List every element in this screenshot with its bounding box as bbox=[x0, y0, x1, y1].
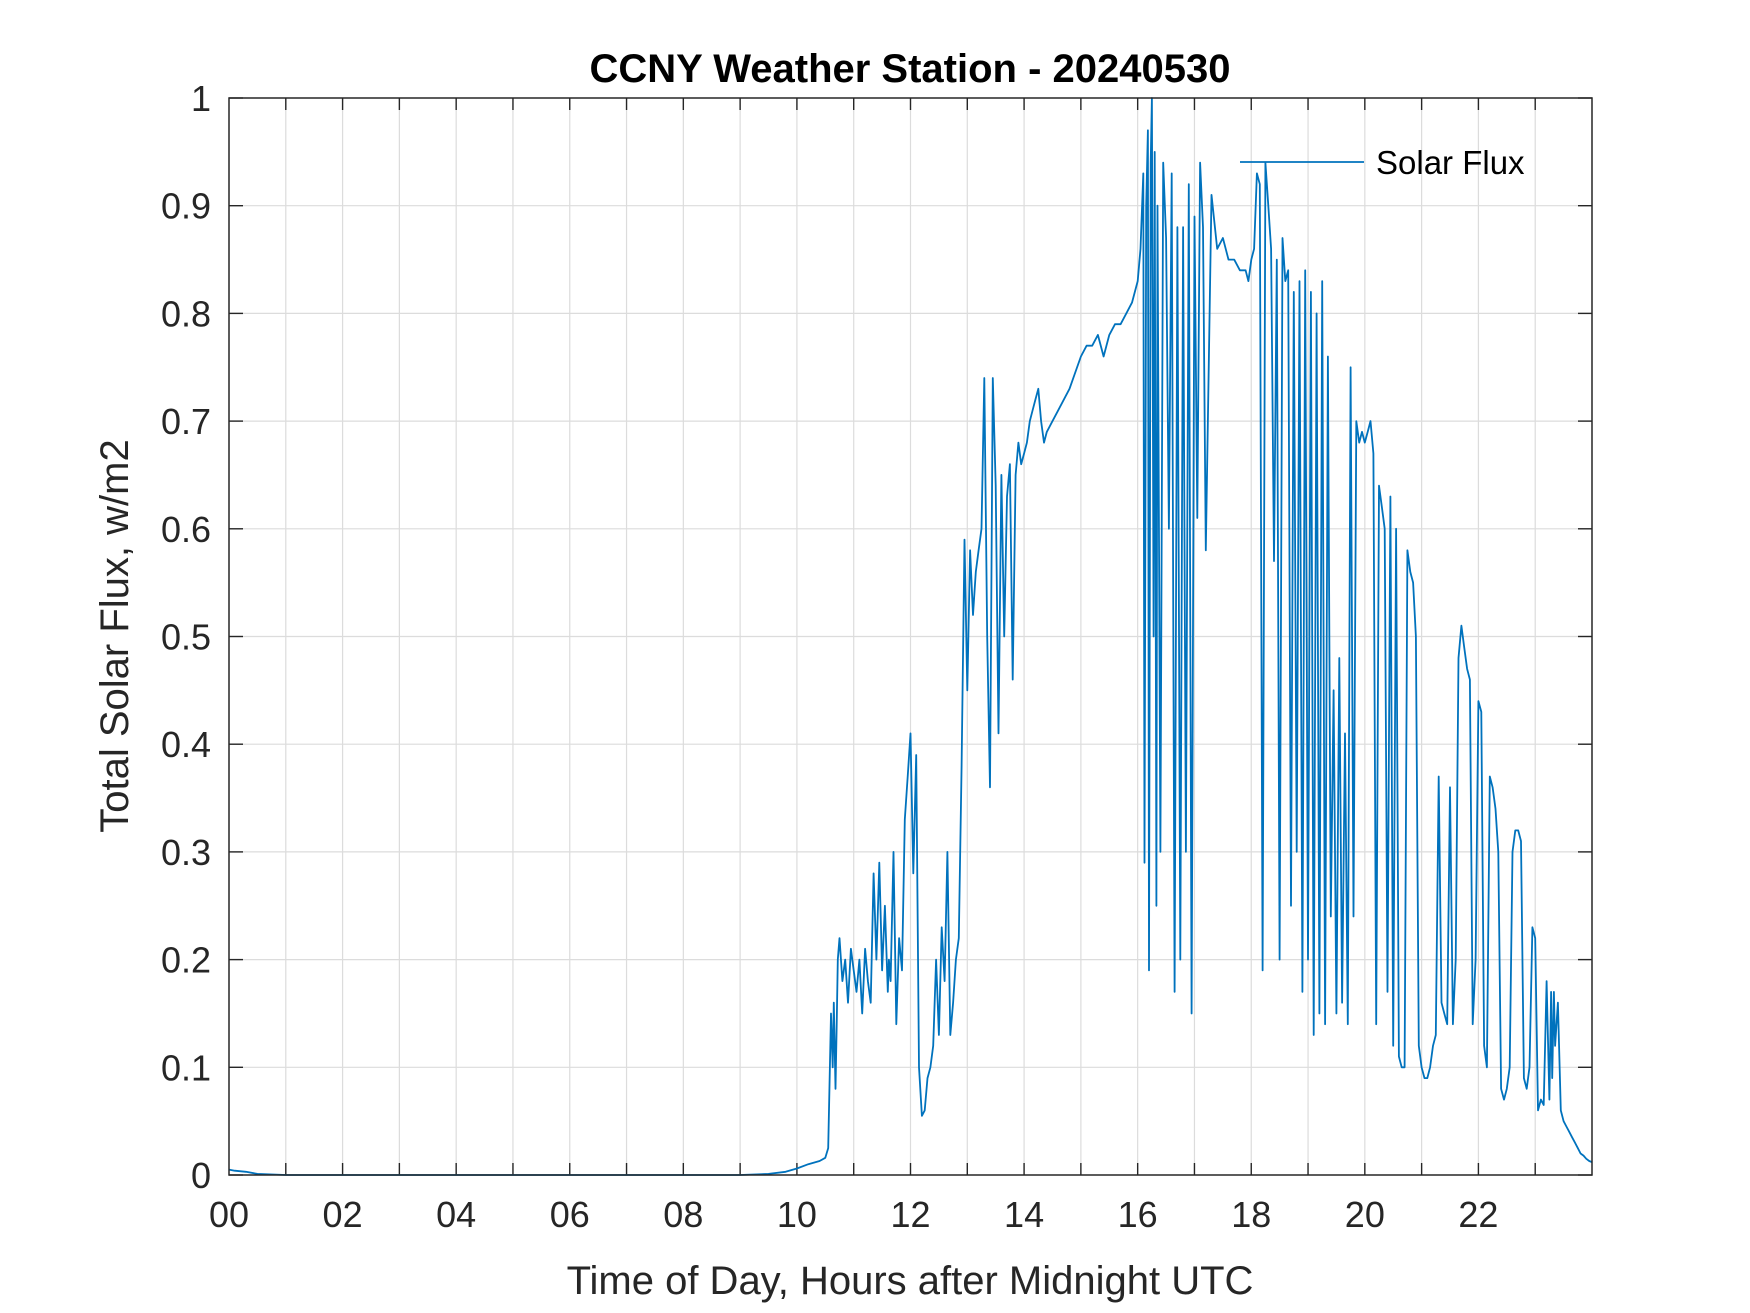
y-tick-label: 0.4 bbox=[161, 724, 211, 765]
x-tick-label: 12 bbox=[890, 1194, 930, 1235]
grid bbox=[229, 98, 1592, 1175]
y-tick-label: 0.8 bbox=[161, 293, 211, 334]
x-tick-label: 06 bbox=[550, 1194, 590, 1235]
x-tick-label: 22 bbox=[1458, 1194, 1498, 1235]
x-tick-label: 08 bbox=[663, 1194, 703, 1235]
x-tick-label: 04 bbox=[436, 1194, 476, 1235]
x-axis-ticks: 00 02 04 06 08 10 12 14 16 18 20 22 bbox=[209, 98, 1536, 1235]
y-axis-label: Total Solar Flux, w/m2 bbox=[93, 439, 137, 832]
series-line-solar-flux bbox=[228, 97, 1593, 1176]
legend-label-solar-flux: Solar Flux bbox=[1376, 144, 1525, 181]
x-tick-label: 16 bbox=[1118, 1194, 1158, 1235]
y-axis-ticks: 0 0.1 0.2 0.3 0.4 0.5 0.6 0.7 0.8 0.9 1 bbox=[161, 78, 1592, 1196]
x-tick-label: 00 bbox=[209, 1194, 249, 1235]
y-tick-label: 0.3 bbox=[161, 832, 211, 873]
x-tick-label: 20 bbox=[1345, 1194, 1385, 1235]
y-tick-label: 1 bbox=[191, 78, 211, 119]
y-tick-label: 0.6 bbox=[161, 509, 211, 550]
legend[interactable]: Solar Flux bbox=[1240, 144, 1525, 181]
axes-box bbox=[228, 97, 1593, 1176]
x-tick-label: 02 bbox=[323, 1194, 363, 1235]
y-tick-label: 0.9 bbox=[161, 186, 211, 227]
x-axis-label: Time of Day, Hours after Midnight UTC bbox=[567, 1259, 1254, 1303]
y-tick-label: 0.2 bbox=[161, 940, 211, 981]
x-tick-label: 18 bbox=[1231, 1194, 1271, 1235]
y-tick-label: 0.7 bbox=[161, 401, 211, 442]
x-tick-label: 14 bbox=[1004, 1194, 1044, 1235]
y-tick-label: 0 bbox=[191, 1155, 211, 1196]
y-tick-label: 0.5 bbox=[161, 617, 211, 658]
chart-title: CCNY Weather Station - 20240530 bbox=[590, 47, 1231, 91]
x-tick-label: 10 bbox=[777, 1194, 817, 1235]
y-tick-label: 0.1 bbox=[161, 1047, 211, 1088]
